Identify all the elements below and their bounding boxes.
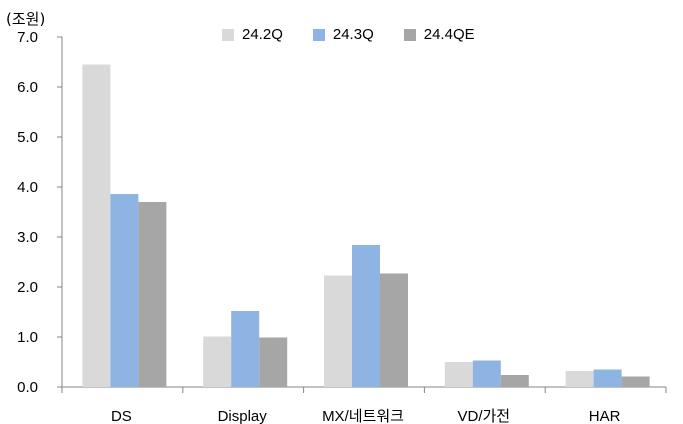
bar-24-2q-3 (444, 362, 473, 387)
bar-24-2q-2 (324, 275, 352, 387)
bar-24-4qe-2 (380, 273, 408, 387)
bar-24-3q-1 (231, 311, 260, 387)
x-category-label: MX/네트워크 (322, 408, 404, 424)
legend-label: 24.2Q (242, 26, 283, 43)
chart-legend: 24.2Q 24.3Q 24.4QE (222, 26, 475, 43)
y-tick-label: 7.0 (17, 29, 38, 46)
bar-24-4qe-3 (500, 375, 529, 387)
legend-item-24-3q: 24.3Q (312, 26, 374, 43)
bar-24-2q-1 (203, 336, 232, 387)
y-tick-label: 5.0 (17, 129, 38, 146)
y-tick-label: 1.0 (17, 329, 38, 346)
x-category-label: Display (218, 408, 268, 424)
legend-item-24-4qe: 24.4QE (403, 26, 475, 43)
y-tick-label: 3.0 (17, 229, 38, 246)
legend-label: 24.4QE (423, 26, 475, 43)
bar-24-3q-0 (110, 194, 139, 387)
y-axis-unit-label: (조원) (6, 10, 46, 28)
legend-label: 24.3Q (332, 26, 374, 43)
y-tick-label: 6.0 (17, 79, 38, 96)
y-tick-label: 2.0 (17, 279, 38, 296)
bar-24-4qe-4 (621, 376, 650, 387)
bar-24-4qe-0 (138, 202, 167, 387)
legend-swatch (403, 28, 416, 41)
x-category-label: VD/가전 (457, 408, 510, 424)
y-tick-label: 0.0 (17, 379, 38, 396)
bar-24-2q-0 (82, 64, 111, 387)
legend-swatch (222, 28, 234, 41)
y-tick-label: 4.0 (17, 179, 38, 196)
legend-swatch (312, 28, 325, 41)
x-category-label: DS (111, 408, 132, 424)
x-category-label: HAR (589, 408, 621, 424)
bar-24-3q-2 (352, 245, 380, 387)
bar-24-3q-4 (593, 369, 622, 387)
legend-item-24-2q: 24.2Q (222, 26, 283, 43)
bar-24-4qe-1 (259, 337, 288, 387)
bar-24-2q-4 (565, 371, 594, 387)
bar-24-3q-3 (472, 360, 501, 387)
